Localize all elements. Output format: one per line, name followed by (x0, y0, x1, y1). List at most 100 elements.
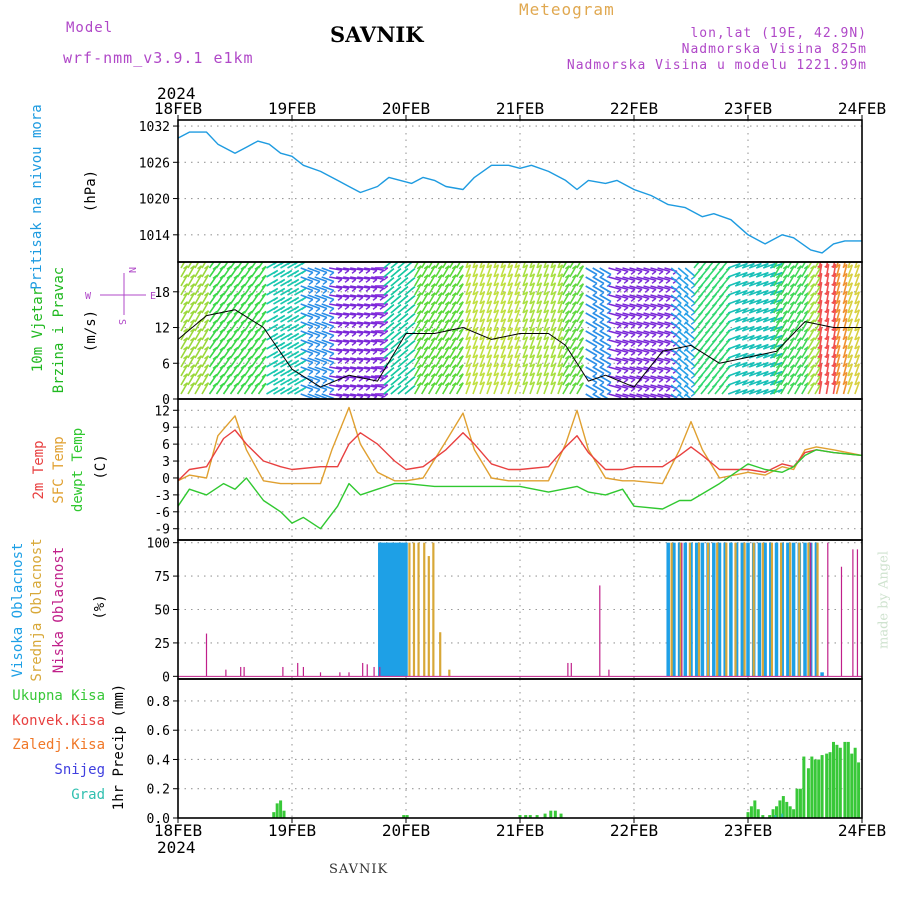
low-cloud-bar (339, 672, 341, 677)
wind-barb-head (831, 263, 837, 268)
wind-barb (773, 382, 781, 395)
wind-barb-head (494, 273, 499, 278)
wind-barb (479, 363, 486, 377)
wind-barb (414, 319, 422, 332)
wind-barb-head (273, 332, 279, 338)
wind-barb (854, 327, 861, 341)
wind-barb (622, 285, 636, 291)
wind-barb (300, 348, 314, 355)
wind-barb (622, 348, 636, 354)
wind-barb (536, 336, 543, 350)
wind-barb (428, 337, 436, 350)
wind-barb-head (544, 264, 549, 269)
wind-barb-head (831, 380, 837, 385)
wind-barb-head (658, 288, 664, 293)
wind-barb-head (775, 274, 781, 279)
wind-barb (449, 301, 457, 314)
wind-barb-head (379, 278, 385, 283)
wind-barb-head (637, 369, 643, 374)
wind-barb-head (403, 349, 409, 354)
wind-barb-head (280, 359, 286, 365)
wind-barb (592, 357, 605, 366)
wind-barb (514, 336, 521, 350)
wind-barb-head (777, 388, 783, 394)
wind-barb-head (379, 323, 385, 328)
wind-barb (435, 382, 443, 395)
wind-barb-head (776, 257, 780, 260)
wind-barb-head (444, 382, 450, 387)
wind-barb (472, 363, 479, 377)
wind-barb-head (301, 332, 307, 338)
wind-barb-head (351, 386, 357, 391)
wind-barb-head (212, 283, 218, 288)
wind-barb-head (219, 346, 225, 351)
wind-barb-head (451, 382, 457, 387)
wind-barb (592, 276, 605, 285)
wind-barb-head (344, 341, 350, 346)
wind-barb-head (564, 373, 570, 378)
wind-barb-head (637, 306, 643, 311)
wind-barb-head (658, 342, 664, 347)
wind-barb (456, 337, 464, 350)
wind-barb-head (437, 346, 443, 351)
wind-barb-head (315, 334, 321, 340)
wind-barb-head (372, 359, 378, 364)
wind-barb (650, 384, 664, 390)
wind-barb-head (571, 355, 577, 360)
temp-2m-label: 2m Temp (31, 440, 47, 499)
wind-barb (472, 336, 479, 350)
wind-barb (479, 300, 486, 314)
wind-barb-head (452, 257, 456, 260)
wind-barb-head (861, 357, 862, 358)
wind-barb-head (423, 274, 429, 279)
wind-barb-head (756, 334, 762, 340)
wind-barb-head (322, 370, 328, 376)
wind-barb (657, 393, 671, 399)
wind-barb-head (803, 373, 809, 378)
wind-barb (550, 291, 557, 305)
wind-barb-head (410, 304, 416, 309)
total-precip-bar (282, 810, 286, 818)
wind-barb (636, 366, 650, 372)
wind-barb (854, 318, 861, 332)
wind-barb (187, 292, 196, 305)
wind-barb (350, 267, 364, 272)
wind-barb-head (444, 364, 450, 369)
wind-barb-head (365, 314, 371, 319)
wind-barb (622, 303, 636, 309)
y-tick-label-wind: 0 (162, 393, 170, 408)
wind-barb (336, 303, 350, 308)
wind-barb-head (430, 382, 436, 387)
wind-barb (421, 310, 429, 323)
wind-barb (643, 267, 657, 273)
total-precip-bar (857, 762, 861, 818)
wind-barb (350, 294, 364, 299)
wind-barb-head (775, 283, 781, 288)
wind-barb-head (197, 292, 202, 297)
wind-barb (550, 309, 557, 323)
wind-barb-head (437, 292, 443, 297)
wind-barb-head (212, 373, 218, 378)
wind-barb-head (308, 343, 314, 349)
wind-barb (321, 285, 335, 292)
wind-barb (343, 384, 357, 389)
y-tick-label-precip: 0.8 (147, 695, 170, 710)
wind-barb (650, 312, 664, 318)
wind-barb (201, 319, 210, 332)
wind-barb (529, 381, 536, 395)
total-precip-bar (279, 800, 283, 818)
wind-barb (801, 373, 809, 386)
wind-barb (807, 328, 816, 341)
wind-barb (622, 321, 636, 327)
wind-barb-head (197, 265, 202, 270)
wind-barb-head (198, 257, 202, 260)
wind-barb (557, 262, 562, 269)
wind-barb-head (190, 274, 195, 279)
wind-barb-head (842, 317, 848, 323)
wind-barb-head (835, 380, 841, 386)
mid-cloud-bar (816, 542, 819, 677)
wind-barb (801, 346, 809, 359)
wind-barb-head (383, 276, 389, 281)
wind-barb (514, 381, 521, 395)
wind-barb (670, 312, 682, 322)
